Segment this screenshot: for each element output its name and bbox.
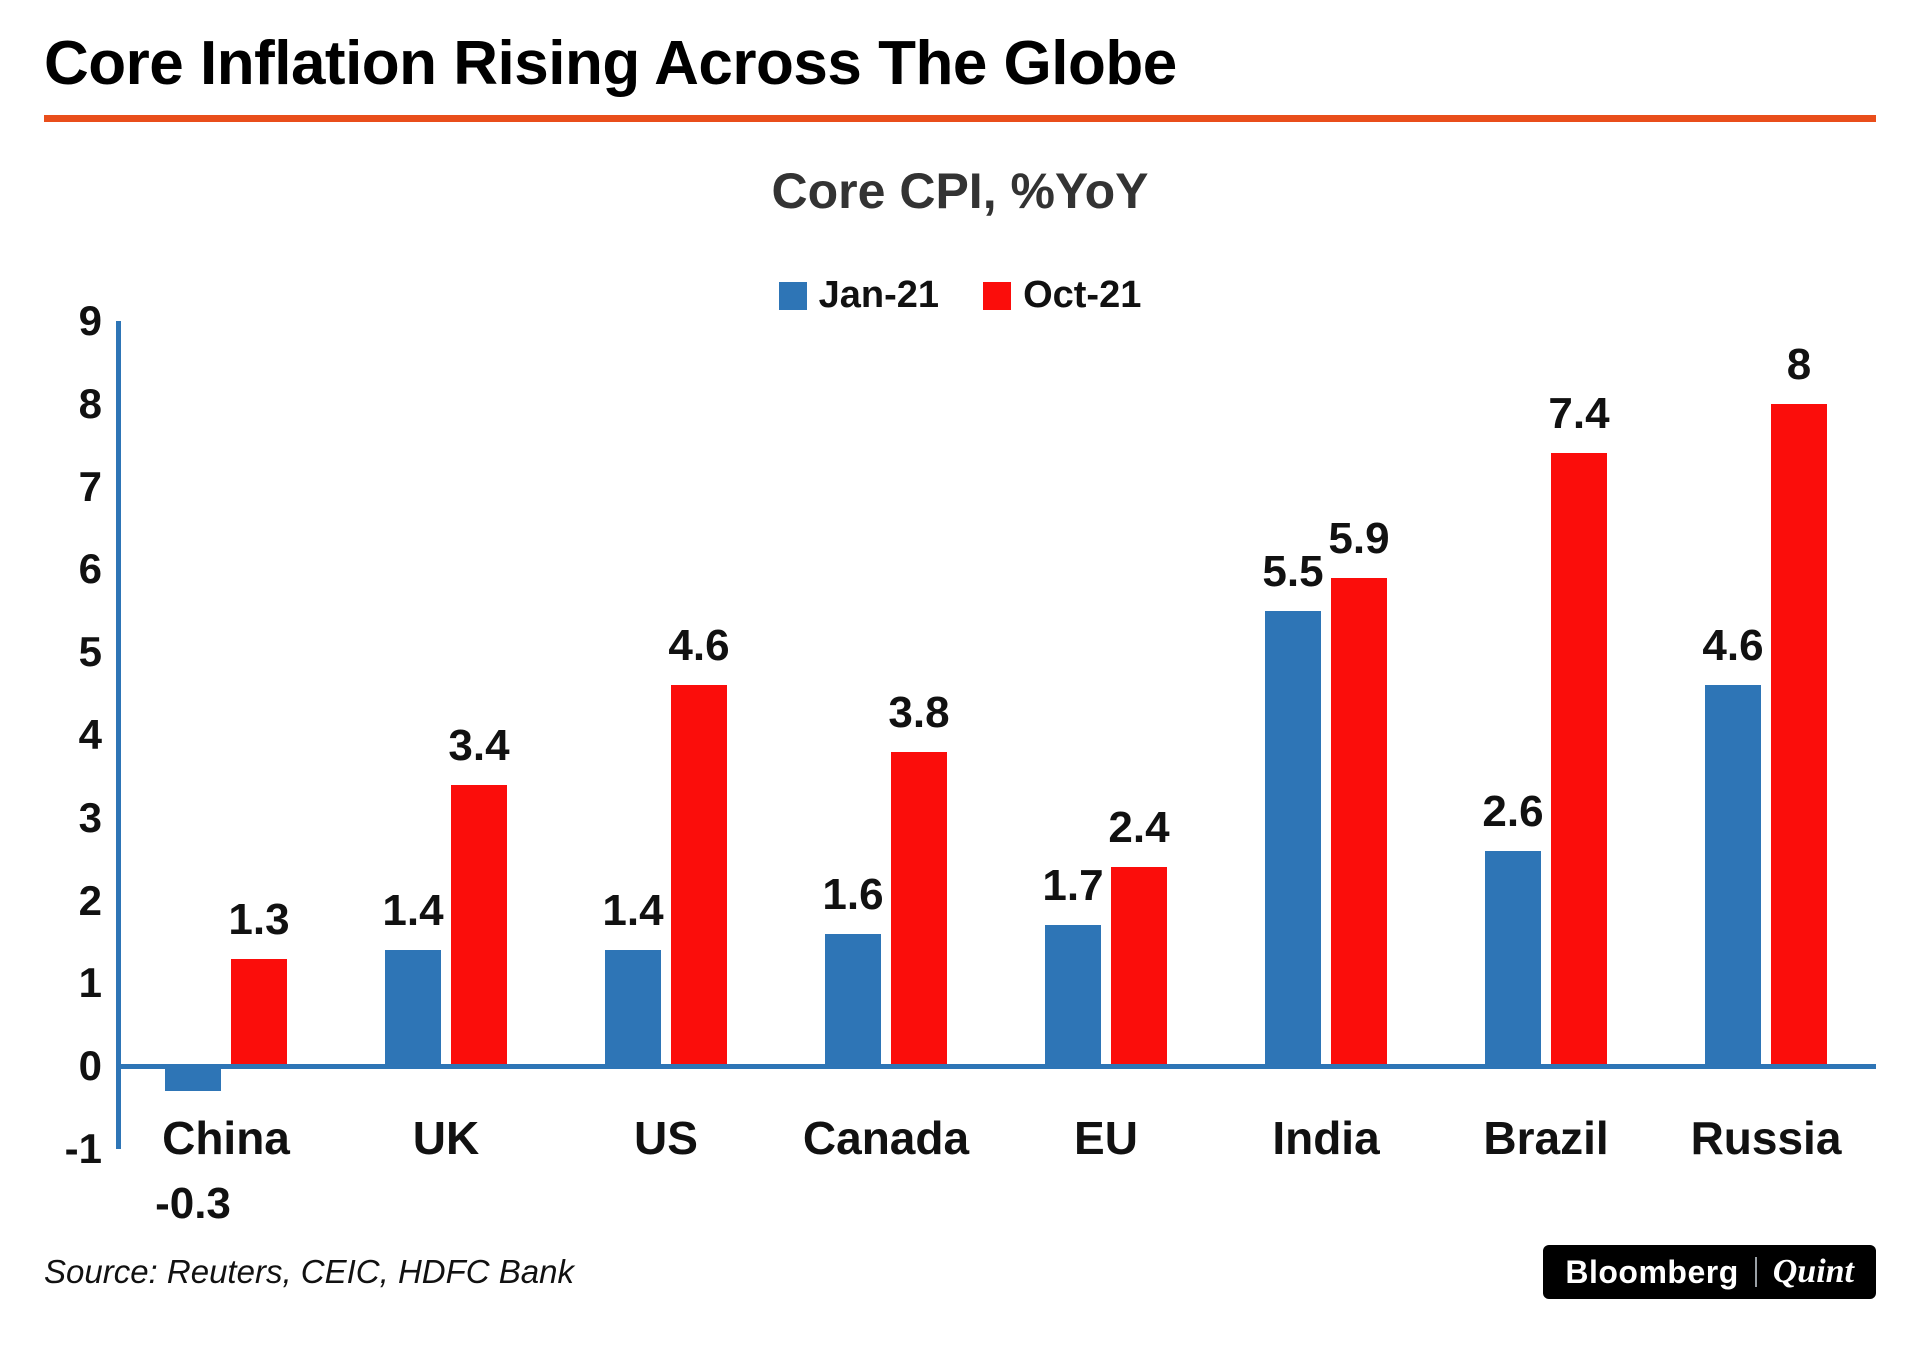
y-axis-line	[116, 321, 121, 1149]
bar-group-brazil: 2.6 7.4 Brazil	[1436, 321, 1656, 1164]
bar-oct-21-brazil	[1551, 453, 1607, 1067]
bar-jan-21-us	[605, 950, 661, 1067]
category-label-us: US	[634, 1112, 698, 1164]
bar-group-russia: 4.6 8 Russia	[1656, 321, 1876, 1164]
bar-oct-21-russia	[1771, 403, 1827, 1067]
bar-group-india: 5.5 5.9 India	[1216, 321, 1436, 1164]
bar-jan-21-india	[1265, 610, 1321, 1067]
category-label-canada: Canada	[802, 1112, 970, 1164]
zero-axis-line	[116, 1063, 1876, 1069]
value-label-oct-21-canada: 3.8	[888, 687, 950, 737]
bar-group-canada: 1.6 3.8 Canada	[776, 321, 996, 1164]
plot-area: -0.3 1.3 China 1.4 3.4 UK 1.4 4.6 US 1.6 3.8 Canada…	[116, 321, 1876, 1228]
bar-jan-21-eu	[1045, 925, 1101, 1067]
chart-area: 9 8 7 6 5 4 3 2 1 0 -1 -0.3 1.3 China 1.4 3.4 UK 1.4 4.6 U…	[44, 297, 1876, 1228]
value-label-oct-21-china: 1.3	[228, 894, 290, 944]
value-label-oct-21-india: 5.9	[1328, 513, 1390, 563]
category-label-brazil: Brazil	[1483, 1112, 1609, 1164]
footer: Source: Reuters, CEIC, HDFC Bank Bloombe…	[44, 1245, 1876, 1299]
value-label-jan-21-us: 1.4	[602, 886, 664, 936]
quint-logo-text: Quint	[1772, 1253, 1854, 1290]
legend-swatch-oct	[983, 281, 1012, 310]
legend-item-oct: Oct-21	[983, 274, 1141, 317]
value-label-jan-21-canada: 1.6	[822, 869, 884, 919]
bar-jan-21-brazil	[1485, 850, 1541, 1067]
category-label-uk: UK	[412, 1112, 480, 1164]
category-label-india: India	[1272, 1112, 1380, 1164]
bar-oct-21-us	[671, 685, 727, 1067]
y-tick-label-2: 2	[78, 876, 102, 924]
y-tick-label-7: 7	[78, 462, 102, 510]
category-label-china: China	[162, 1112, 290, 1164]
y-tick-label-4: 4	[78, 711, 102, 758]
value-label-oct-21-us: 4.6	[668, 621, 730, 671]
bar-group-us: 1.4 4.6 US	[556, 321, 776, 1164]
value-label-jan-21-eu: 1.7	[1042, 861, 1104, 911]
category-label-eu: EU	[1074, 1112, 1138, 1164]
source-note: Source: Reuters, CEIC, HDFC Bank	[44, 1253, 574, 1290]
legend-item-jan: Jan-21	[778, 274, 940, 317]
value-label-jan-21-china: -0.3	[155, 1179, 231, 1228]
y-tick-label-6: 6	[78, 545, 102, 593]
y-tick-label-3: 3	[78, 793, 102, 841]
chart-title: Core CPI, %YoY	[771, 163, 1149, 219]
y-tick-label-0: 0	[78, 1042, 102, 1090]
value-label-jan-21-brazil: 2.6	[1482, 786, 1544, 836]
value-label-jan-21-uk: 1.4	[382, 886, 444, 936]
y-tick-label-1: 1	[78, 959, 102, 1007]
bar-jan-21-uk	[385, 950, 441, 1067]
bar-group-china: -0.3 1.3 China	[116, 321, 336, 1228]
y-axis: 9 8 7 6 5 4 3 2 1 0 -1	[44, 297, 116, 1172]
value-label-jan-21-india: 5.5	[1262, 546, 1324, 596]
value-label-oct-21-eu: 2.4	[1108, 803, 1170, 853]
bar-oct-21-canada	[891, 751, 947, 1067]
bar-oct-21-uk	[451, 784, 507, 1067]
legend-label-jan: Jan-21	[818, 274, 940, 316]
bar-jan-21-russia	[1705, 685, 1761, 1067]
legend-label-oct: Oct-21	[1023, 274, 1142, 316]
bar-oct-21-eu	[1111, 867, 1167, 1067]
bar-group-eu: 1.7 2.4 EU	[996, 321, 1216, 1164]
legend: Jan-21 Oct-21	[44, 274, 1876, 317]
bar-group-uk: 1.4 3.4 UK	[336, 321, 556, 1164]
legend-swatch-jan	[778, 281, 807, 310]
value-label-oct-21-brazil: 7.4	[1548, 389, 1610, 439]
logo-divider	[1754, 1257, 1757, 1287]
y-tick-label-8: 8	[78, 379, 102, 427]
y-tick-label--1: -1	[64, 1125, 102, 1172]
bar-jan-21-china	[165, 1066, 221, 1092]
title-underline	[44, 115, 1876, 122]
page-title: Core Inflation Rising Across The Globe	[44, 29, 1177, 98]
bar-jan-21-canada	[825, 933, 881, 1067]
value-label-oct-21-uk: 3.4	[448, 720, 510, 770]
category-label-russia: Russia	[1690, 1112, 1842, 1164]
value-label-jan-21-russia: 4.6	[1702, 621, 1764, 671]
y-tick-label-5: 5	[78, 628, 102, 676]
bar-oct-21-india	[1331, 577, 1387, 1067]
y-tick-label-9: 9	[78, 297, 102, 344]
bloomberg-quint-logo: Bloomberg Quint	[1543, 1245, 1876, 1299]
bloomberg-logo-text: Bloomberg	[1565, 1253, 1739, 1290]
bar-oct-21-china	[231, 958, 287, 1067]
page: Core Inflation Rising Across The Globe C…	[0, 28, 1920, 1363]
value-label-oct-21-russia: 8	[1786, 339, 1812, 389]
